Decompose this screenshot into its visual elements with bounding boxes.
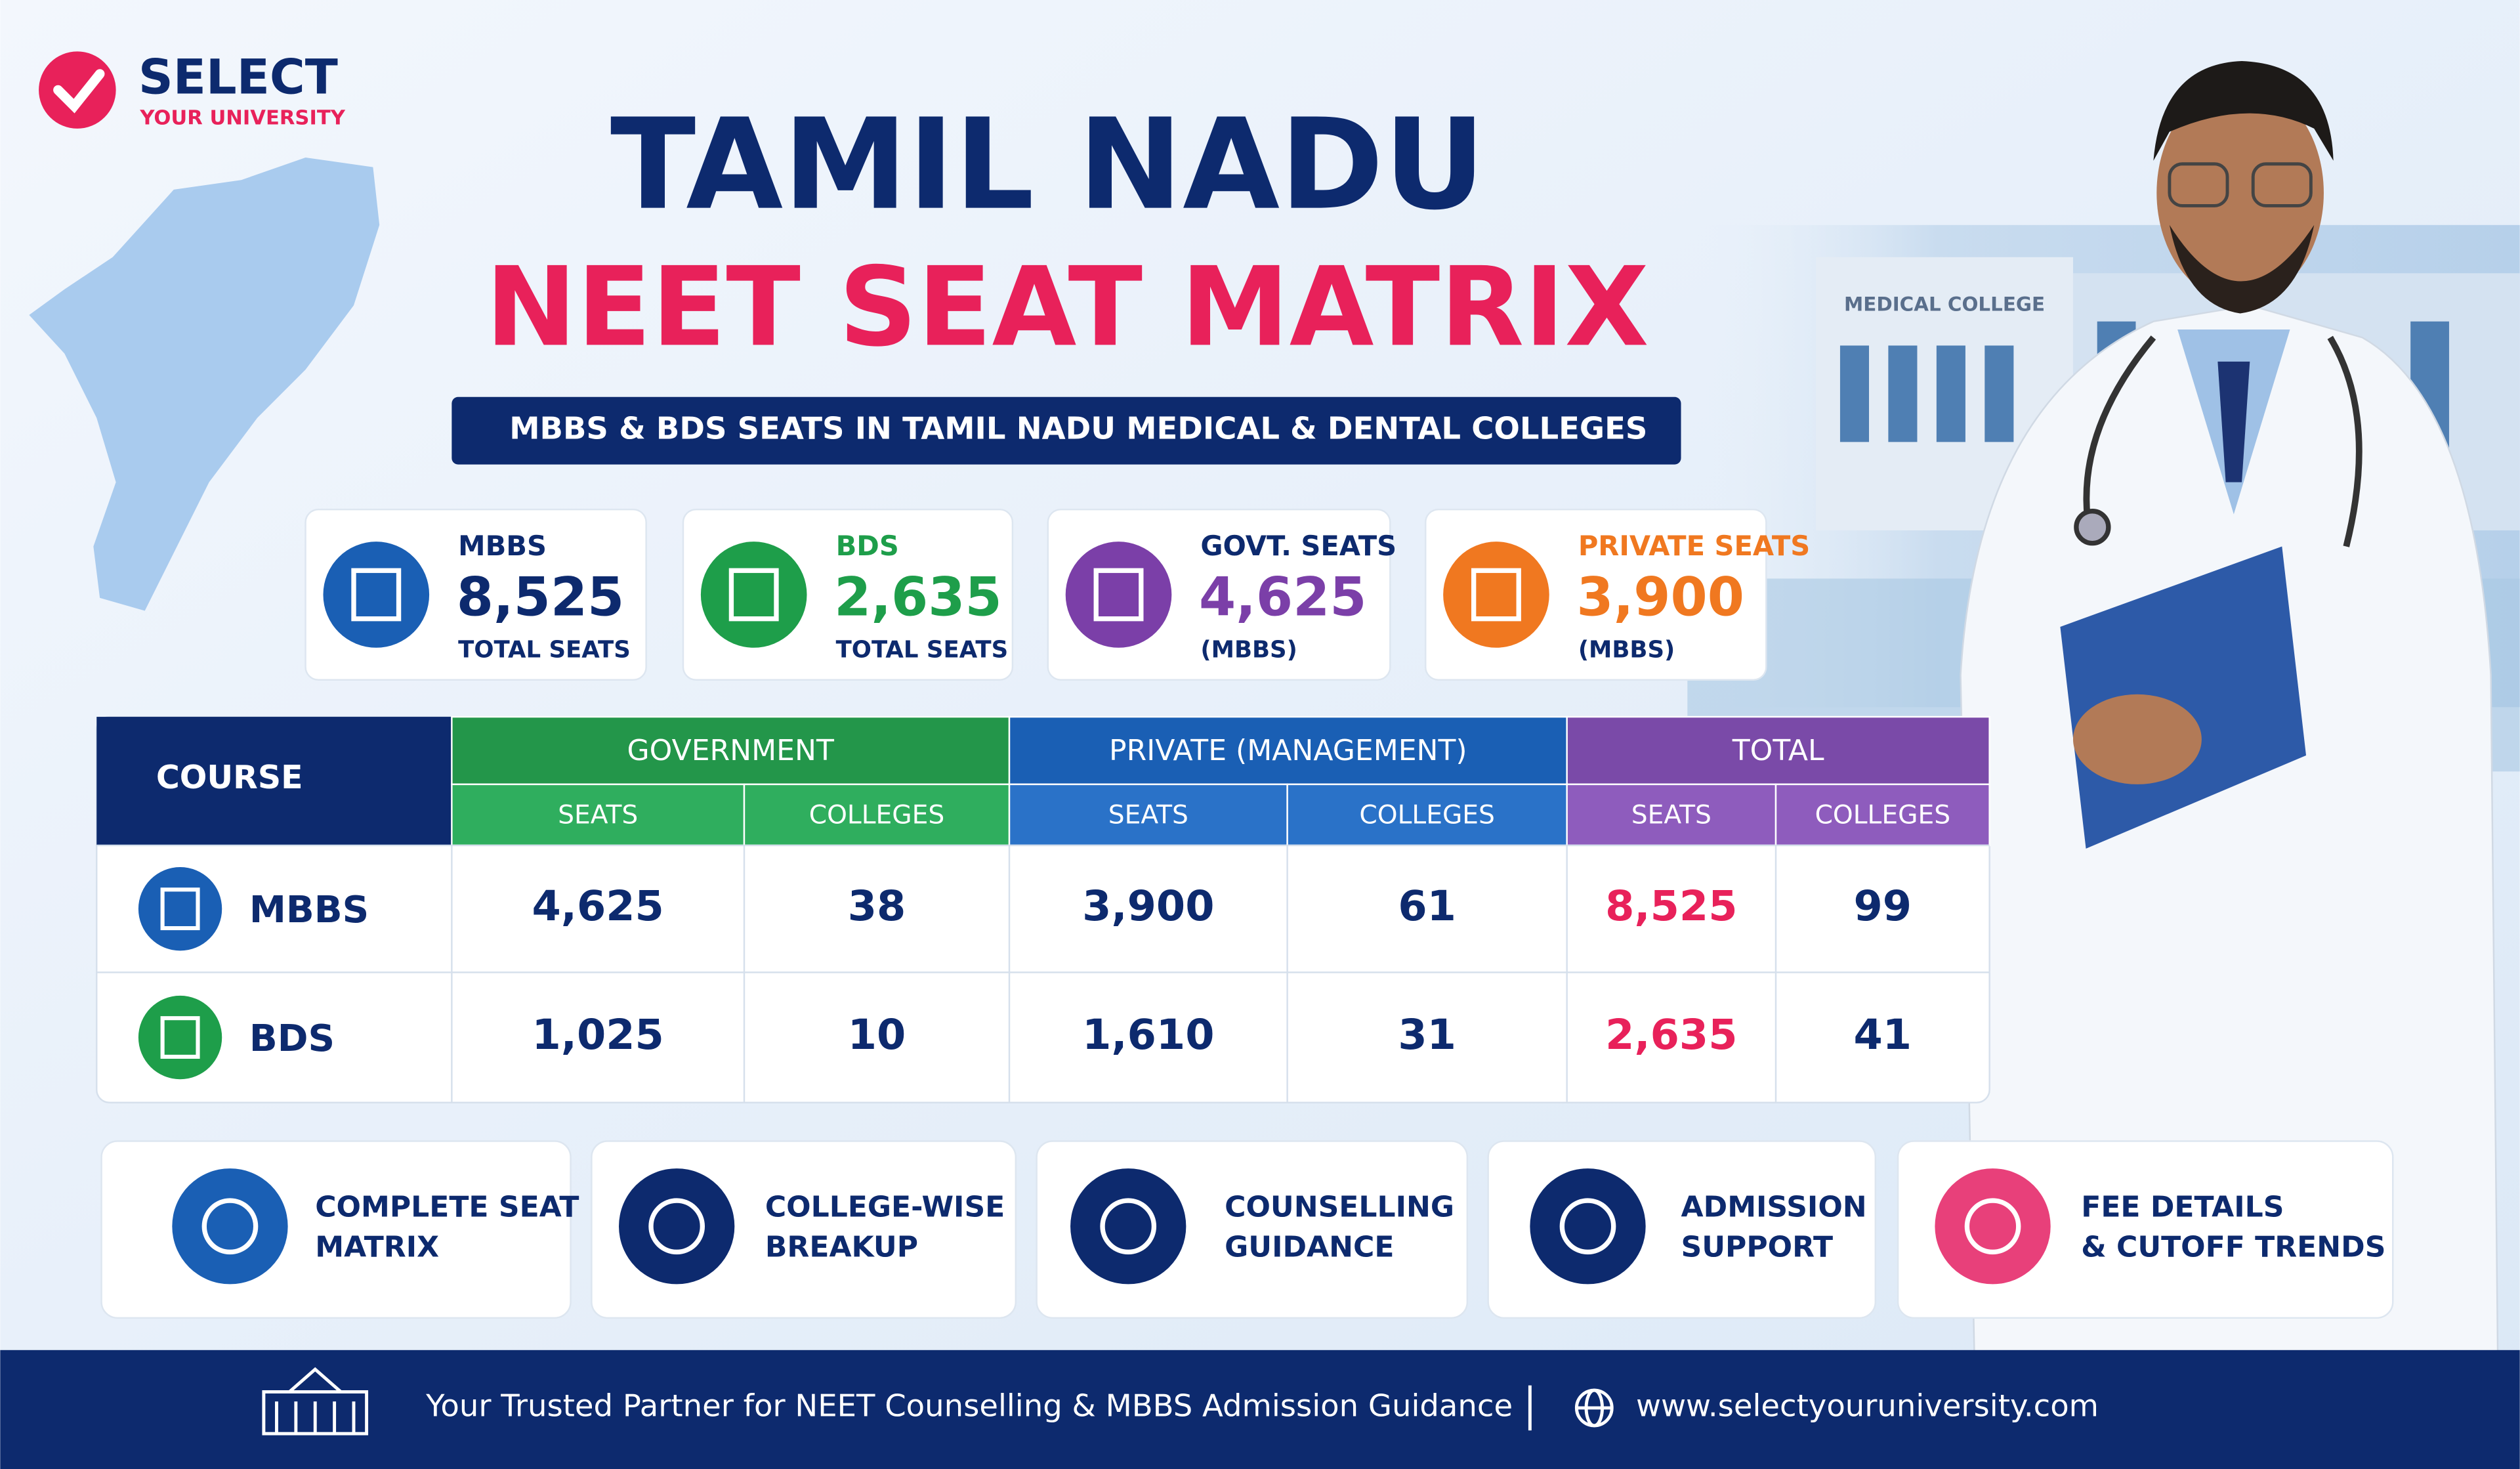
footer-tagline: Your Trusted Partner for NEET Counsellin…	[425, 1388, 1513, 1423]
stat-icon-glyph	[728, 568, 779, 622]
subtitle-bar	[452, 396, 1681, 465]
subheader: SEATS	[1108, 800, 1188, 830]
table-cell: 1,025	[532, 1011, 664, 1059]
course-header-cell	[96, 717, 452, 845]
building-sign: MEDICAL COLLEGE	[1844, 293, 2045, 316]
table-cell: 3,900	[1082, 882, 1214, 931]
feature-card	[100, 1140, 572, 1319]
subtitle: MBBS & BDS SEATS IN TAMIL NADU MEDICAL &…	[509, 411, 1647, 446]
stat-icon-glyph	[1471, 568, 1521, 622]
stat-icon-glyph	[1093, 568, 1144, 622]
course-name: BDS	[249, 1017, 335, 1060]
logo-icon	[39, 51, 116, 129]
feature-text: MATRIX	[315, 1231, 439, 1264]
course-icon-glyph	[160, 887, 200, 931]
stat-label: MBBS	[458, 530, 547, 562]
stat-label: GOVT. SEATS	[1200, 530, 1396, 562]
group-header-cell	[451, 715, 1011, 786]
stat-icon-glyph	[351, 568, 402, 622]
subheader-cell	[1286, 783, 1568, 847]
footer-website: www.selectyouruniversity.com	[1636, 1388, 2099, 1423]
course-icon	[138, 995, 222, 1080]
stat-value: 8,525	[457, 567, 625, 629]
course-icon	[138, 867, 222, 951]
group-header: TOTAL	[1732, 734, 1824, 767]
feature-text: SUPPORT	[1681, 1231, 1834, 1264]
stat-value: 2,635	[834, 567, 1002, 629]
table-cell: 61	[1398, 882, 1456, 931]
stat-label: PRIVATE SEATS	[1578, 530, 1810, 562]
stat-icon	[1443, 542, 1549, 648]
title-line-1: TAMIL NADU	[610, 93, 1486, 238]
stat-icon	[1065, 542, 1172, 648]
footer-icon	[262, 1367, 369, 1436]
table-cell: 8,525	[1605, 882, 1737, 931]
group-header: PRIVATE (MANAGEMENT)	[1109, 734, 1467, 767]
group-header: GOVERNMENT	[627, 734, 835, 767]
feature-text: COUNSELLING	[1225, 1190, 1454, 1224]
subheader-cell	[743, 783, 1011, 847]
stat-caption: TOTAL SEATS	[458, 637, 631, 664]
stat-label: BDS	[836, 530, 899, 562]
feature-icon	[1935, 1168, 2051, 1285]
stat-caption: (MBBS)	[1578, 637, 1675, 664]
subheader-cell	[1774, 783, 1990, 847]
stat-icon	[323, 542, 430, 648]
table-cell: 31	[1398, 1011, 1456, 1059]
feature-icon	[619, 1168, 735, 1285]
table-cell: 2,635	[1605, 1011, 1737, 1059]
subheader: COLLEGES	[1815, 800, 1950, 830]
feature-icon-glyph	[201, 1198, 259, 1255]
stat-value: 3,900	[1576, 567, 1744, 629]
table-cell: 38	[848, 882, 906, 931]
feature-icon	[172, 1168, 288, 1285]
feature-icon-glyph	[648, 1198, 705, 1255]
table-cell: 4,625	[532, 882, 664, 931]
feature-text: GUIDANCE	[1225, 1231, 1394, 1264]
logo-tagline: YOUR UNIVERSITY	[139, 107, 345, 130]
state-map	[29, 157, 380, 611]
table-cell: 1,610	[1082, 1011, 1214, 1059]
feature-text: BREAKUP	[765, 1231, 918, 1264]
course-header: COURSE	[156, 759, 303, 796]
globe-icon	[1574, 1388, 1614, 1428]
title-line-2: NEET SEAT MATRIX	[486, 244, 1649, 371]
feature-text: COLLEGE-WISE	[765, 1190, 1005, 1224]
feature-icon-glyph	[1964, 1198, 2021, 1255]
feature-icon	[1530, 1168, 1646, 1285]
table-cell: 99	[1854, 882, 1912, 931]
subheader: COLLEGES	[809, 800, 944, 830]
feature-icon-glyph	[1559, 1198, 1616, 1255]
subheader: COLLEGES	[1359, 800, 1494, 830]
feature-text: & CUTOFF TRENDS	[2081, 1231, 2385, 1264]
logo-check	[53, 69, 105, 114]
stat-value: 4,625	[1199, 567, 1367, 629]
footer-bar	[0, 1350, 2520, 1469]
group-header-cell	[1566, 715, 1990, 786]
stat-caption: (MBBS)	[1200, 637, 1297, 664]
course-name: MBBS	[249, 889, 369, 931]
stat-icon	[700, 542, 807, 648]
stat-caption: TOTAL SEATS	[836, 637, 1009, 664]
course-icon-glyph	[160, 1016, 200, 1059]
subheader: SEATS	[1631, 800, 1712, 830]
table-cell: 41	[1854, 1011, 1912, 1059]
feature-icon-glyph	[1100, 1198, 1157, 1255]
feature-text: FEE DETAILS	[2081, 1190, 2284, 1224]
subheader-cell	[1008, 783, 1288, 847]
feature-text: ADMISSION	[1681, 1190, 1867, 1224]
table-cell: 10	[848, 1011, 906, 1059]
feature-icon	[1070, 1168, 1186, 1285]
feature-text: COMPLETE SEAT	[315, 1190, 579, 1224]
logo-name: SELECT	[138, 49, 338, 105]
subheader: SEATS	[558, 800, 638, 830]
